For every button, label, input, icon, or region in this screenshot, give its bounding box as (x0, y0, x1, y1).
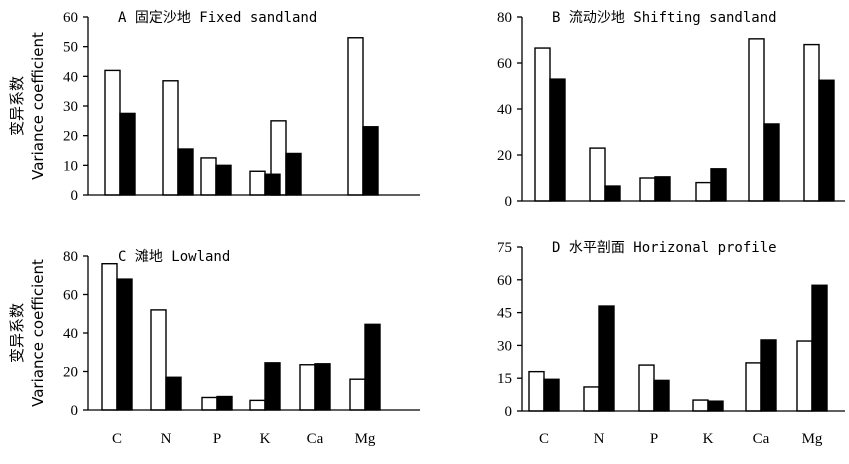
x-tick-label-k: K (260, 431, 271, 447)
bar-filled-mg (818, 79, 835, 202)
bar-open-c (101, 263, 118, 411)
bar-open-ca (748, 38, 765, 202)
panel-c: 0 20 40 60 80 C N P K Ca Mg C 滩地 Lowland 变异系数 Varianc… (8, 249, 420, 447)
y-tick-label: 45 (497, 306, 512, 322)
y-tick-label: 20 (63, 129, 78, 145)
bar-open-ca (745, 362, 762, 412)
bar-open-mg (803, 43, 820, 202)
bar-filled-n (165, 376, 182, 411)
y-tick-label: 80 (63, 249, 78, 265)
bar-filled-ca (285, 152, 302, 196)
y-tick-label: 0 (71, 188, 79, 204)
y-tick-label: 0 (505, 194, 513, 210)
x-tick-label-ca: Ca (753, 431, 770, 447)
bar-filled-c (543, 378, 560, 412)
x-tick-label-mg: Mg (355, 431, 376, 447)
y-tick-label: 20 (497, 148, 512, 164)
bar-filled-k (264, 173, 281, 196)
bar-filled-ca (314, 363, 331, 411)
y-axis-label-cn: 变异系数 (8, 76, 26, 136)
bar-open-k (249, 170, 266, 196)
x-tick-label-p: P (213, 431, 221, 447)
bar-open-c (534, 47, 551, 202)
bar-filled-p (216, 395, 233, 411)
bar-filled-mg (811, 284, 828, 412)
y-axis-label-en: Variance coefficient (29, 259, 47, 407)
panel-title: A 固定沙地 Fixed sandland (118, 10, 317, 26)
bar-open-k (695, 181, 712, 202)
panel-title: D 水平剖面 Horizonal profile (552, 240, 777, 256)
panel-d: 0 15 30 45 60 75 C N P K Ca Mg D 水平剖面 Horizonal prof… (497, 240, 845, 447)
y-tick-label: 15 (497, 371, 512, 387)
x-tick-label-n: N (594, 431, 605, 447)
bar-open-n (162, 80, 179, 196)
bar-filled-p (215, 164, 232, 196)
bar-filled-k (264, 362, 281, 411)
y-tick-label: 30 (63, 99, 78, 115)
bar-open-n (589, 147, 606, 202)
y-tick-label: 80 (497, 10, 512, 26)
bar-filled-c (116, 278, 133, 411)
y-tick-label: 60 (497, 273, 512, 289)
y-tick-label: 20 (63, 365, 78, 381)
bar-filled-n (177, 148, 194, 196)
panel-b: 0 20 40 60 80 B 流动沙地 Shifting sandland (497, 10, 845, 210)
bar-open-k (249, 399, 266, 411)
y-axis-label-cn: 变异系数 (8, 303, 26, 363)
bar-open-p (201, 396, 218, 411)
y-tick-label: 75 (497, 240, 512, 256)
y-tick-label: 60 (63, 10, 78, 26)
y-tick-label: 10 (63, 158, 78, 174)
bar-filled-mg (364, 323, 381, 411)
bar-filled-k (710, 168, 727, 202)
y-axis-label-en: Variance coefficient (29, 32, 47, 180)
y-tick-label: 40 (63, 69, 78, 85)
panel-title: B 流动沙地 Shifting sandland (552, 10, 777, 26)
bar-filled-mg (362, 126, 379, 196)
y-tick-label: 40 (63, 326, 78, 342)
y-tick-label: 60 (63, 288, 78, 304)
x-tick-label-p: P (650, 431, 658, 447)
bar-open-k (692, 399, 709, 412)
x-tick-label-mg: Mg (802, 431, 823, 447)
bar-filled-ca (763, 123, 780, 202)
bar-open-p (200, 157, 217, 196)
bar-open-mg (347, 37, 364, 196)
bar-open-mg (796, 340, 813, 412)
bar-open-c (104, 69, 121, 196)
bar-open-p (638, 364, 655, 412)
bar-filled-p (653, 379, 670, 412)
bar-open-mg (349, 378, 366, 411)
x-tick-label-ca: Ca (307, 431, 324, 447)
y-tick-label: 0 (505, 404, 513, 420)
x-tick-label-n: N (161, 431, 172, 447)
y-tick-label: 40 (497, 102, 512, 118)
x-tick-label-k: K (703, 431, 714, 447)
bar-filled-c (549, 78, 566, 202)
x-tick-label-c: C (539, 431, 549, 447)
bar-open-c (528, 370, 545, 412)
bar-filled-p (654, 176, 671, 202)
y-tick-label: 0 (71, 403, 79, 419)
bar-filled-k (707, 400, 724, 412)
bar-filled-c (119, 112, 136, 196)
bar-open-p (639, 177, 656, 202)
bar-filled-ca (760, 339, 777, 412)
bar-filled-n (604, 185, 621, 202)
y-tick-label: 60 (497, 56, 512, 72)
bar-open-n (583, 386, 600, 412)
x-tick-label-c: C (112, 431, 122, 447)
panel-title: C 滩地 Lowland (118, 249, 230, 265)
y-tick-label: 30 (497, 338, 512, 354)
bar-open-ca (299, 364, 316, 411)
bar-filled-n (598, 305, 615, 412)
y-tick-label: 50 (63, 40, 78, 56)
bar-open-n (150, 309, 167, 411)
panel-a: 0 10 20 30 40 50 60 A 固定沙地 Fixed sandland 变异系数 Va… (8, 10, 420, 204)
